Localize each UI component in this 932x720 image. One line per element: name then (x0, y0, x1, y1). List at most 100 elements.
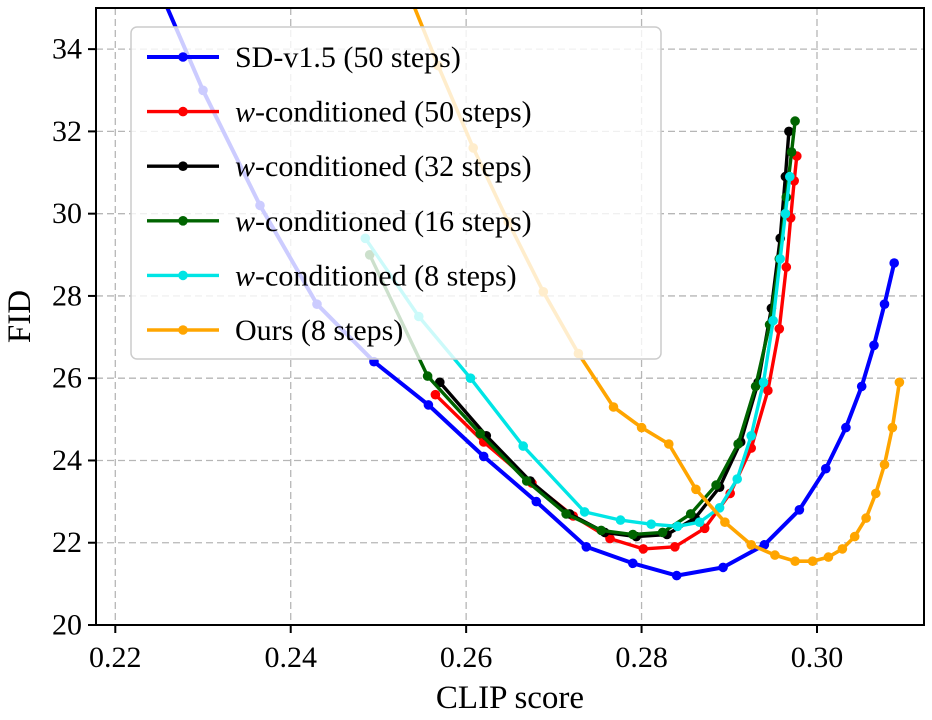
legend-label: w-conditioned (16 steps) (235, 204, 532, 237)
data-point-w-conditioned-8 (615, 515, 626, 525)
data-point-w-conditioned-8 (694, 517, 705, 527)
y-tick-label: 28 (52, 279, 82, 312)
data-point-w-conditioned-8 (758, 377, 769, 388)
legend-marker (178, 216, 188, 226)
data-point-w-conditioned-50 (781, 262, 792, 272)
data-point-w-conditioned-32 (784, 126, 794, 137)
data-point-ours-8 (871, 488, 881, 499)
data-point-w-conditioned-16 (750, 381, 761, 392)
data-point-w-conditioned-16 (475, 428, 486, 439)
legend-box (130, 26, 662, 360)
legend-label: SD-v1.5 (50 steps) (235, 41, 461, 74)
data-point-sd-v15-50 (671, 570, 682, 581)
data-point-sd-v15-50 (531, 496, 542, 507)
x-tick-label: 0.24 (264, 641, 317, 674)
data-point-w-conditioned-8 (672, 521, 683, 532)
data-point-w-conditioned-8 (518, 441, 528, 451)
data-point-ours-8 (887, 422, 898, 433)
data-point-ours-8 (879, 459, 890, 470)
data-point-ours-8 (837, 544, 848, 554)
data-point-w-conditioned-16 (657, 527, 668, 538)
data-point-w-conditioned-16 (422, 371, 433, 381)
data-point-sd-v15-50 (423, 400, 434, 410)
y-tick-label: 26 (52, 362, 82, 395)
legend-label: w-conditioned (8 steps) (235, 259, 517, 292)
data-point-sd-v15-50 (869, 340, 879, 351)
y-tick-label: 20 (52, 609, 82, 642)
legend-label: w-conditioned (32 steps) (235, 150, 532, 183)
data-point-w-conditioned-8 (465, 373, 476, 384)
legend-marker (178, 52, 188, 62)
legend-item-w-conditioned-8: w-conditioned (8 steps) (147, 259, 517, 292)
data-point-w-conditioned-16 (790, 116, 800, 126)
data-point-w-conditioned-8 (785, 171, 795, 182)
y-tick-label: 24 (52, 444, 82, 477)
data-point-sd-v15-50 (856, 381, 867, 392)
y-axis-label: FID (2, 290, 38, 343)
data-point-w-conditioned-16 (733, 439, 743, 449)
data-point-w-conditioned-50 (774, 324, 785, 334)
legend-marker (178, 106, 188, 117)
data-point-w-conditioned-8 (579, 507, 590, 517)
data-point-sd-v15-50 (879, 299, 890, 310)
data-point-ours-8 (894, 377, 905, 388)
x-tick-label: 0.28 (615, 641, 668, 674)
x-axis-label: CLIP score (436, 680, 584, 716)
data-point-w-conditioned-50 (670, 542, 680, 552)
data-point-sd-v15-50 (841, 422, 851, 433)
data-point-w-conditioned-8 (780, 208, 791, 219)
data-point-sd-v15-50 (794, 505, 805, 515)
legend-item-w-conditioned-16: w-conditioned (16 steps) (147, 204, 532, 237)
data-point-w-conditioned-50 (430, 389, 441, 400)
y-tick-label: 30 (52, 197, 82, 230)
legend-label: Ours (8 steps) (235, 314, 403, 347)
data-point-w-conditioned-16 (628, 529, 638, 540)
data-point-ours-8 (823, 552, 834, 562)
data-point-ours-8 (770, 550, 780, 560)
legend-item-w-conditioned-32: w-conditioned (32 steps) (147, 150, 532, 183)
data-point-ours-8 (849, 531, 860, 542)
data-point-w-conditioned-16 (596, 525, 606, 536)
data-point-ours-8 (861, 513, 871, 523)
data-point-sd-v15-50 (759, 540, 770, 550)
data-point-sd-v15-50 (821, 463, 831, 474)
data-point-w-conditioned-16 (685, 509, 696, 519)
data-point-ours-8 (790, 556, 800, 566)
data-point-w-conditioned-16 (786, 147, 797, 157)
legend-item-sd-v15-50: SD-v1.5 (50 steps) (147, 41, 461, 74)
data-point-sd-v15-50 (889, 258, 899, 268)
axes-spines (95, 7, 925, 626)
y-tick-label: 32 (52, 115, 82, 148)
legend: SD-v1.5 (50 steps) w-conditioned (50 step… (130, 26, 662, 360)
data-point-ours-8 (720, 517, 730, 527)
data-point-sd-v15-50 (718, 562, 728, 573)
data-point-w-conditioned-16 (561, 509, 571, 519)
data-point-ours-8 (608, 402, 619, 412)
x-tick-label: 0.22 (89, 641, 142, 674)
legend-marker (178, 325, 188, 335)
data-point-w-conditioned-8 (746, 431, 756, 441)
data-point-ours-8 (807, 556, 818, 566)
data-point-w-conditioned-8 (714, 503, 725, 513)
data-point-w-conditioned-16 (521, 476, 532, 486)
data-point-w-conditioned-16 (711, 480, 721, 490)
data-point-w-conditioned-8 (646, 519, 656, 529)
y-tick-label: 22 (52, 526, 82, 559)
legend-label: w-conditioned (50 steps) (235, 95, 532, 128)
legend-item-w-conditioned-50: w-conditioned (50 steps) (147, 95, 532, 128)
data-point-ours-8 (636, 422, 647, 433)
data-point-ours-8 (746, 540, 756, 550)
x-tick-label: 0.30 (791, 641, 844, 674)
data-point-w-conditioned-8 (768, 315, 778, 326)
data-point-sd-v15-50 (478, 451, 489, 462)
legend-item-ours-8: Ours (8 steps) (147, 314, 403, 347)
x-tick-label: 0.26 (440, 641, 493, 674)
data-point-w-conditioned-50 (638, 544, 649, 554)
data-point-w-conditioned-8 (775, 254, 785, 264)
y-tick-label: 34 (52, 33, 82, 66)
data-point-sd-v15-50 (628, 558, 638, 569)
legend-marker (178, 270, 188, 281)
data-point-ours-8 (691, 484, 701, 495)
